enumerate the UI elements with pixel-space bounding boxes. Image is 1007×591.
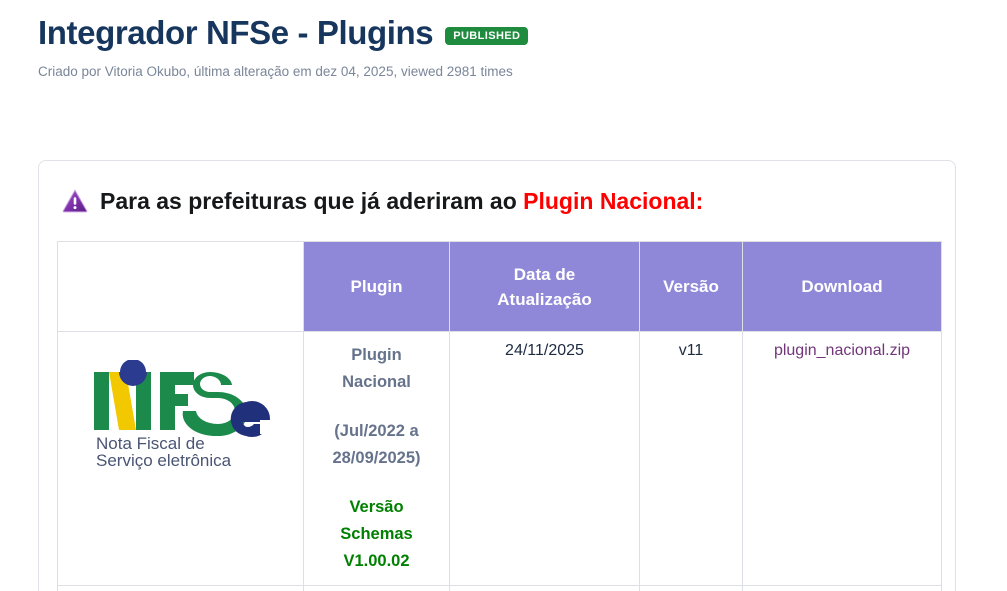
nfse-logo: Nota Fiscal de Serviço eletrônica xyxy=(77,342,284,478)
download-link[interactable]: plugin_nacional.zip xyxy=(773,342,911,359)
plugins-table: Plugin Data de Atualização Versão Downlo… xyxy=(57,241,942,591)
status-badge: PUBLISHED xyxy=(445,27,529,45)
column-header-logo xyxy=(57,241,304,332)
plugin-range-line1: (Jul/2022 a xyxy=(334,422,419,440)
column-header-data-line2: Atualização xyxy=(497,289,592,309)
cell-plugin-name xyxy=(303,585,450,591)
table-body: Nota Fiscal de Serviço eletrônica Plugin… xyxy=(57,331,942,591)
column-header-plugin: Plugin xyxy=(303,241,450,332)
cell-logo xyxy=(57,585,304,591)
column-header-download: Download xyxy=(742,241,942,332)
column-header-data-line1: Data de xyxy=(513,264,576,284)
table-header: Plugin Data de Atualização Versão Downlo… xyxy=(57,241,942,332)
cell-download xyxy=(742,585,942,591)
panel-heading-text: Para as prefeituras que já aderiram ao P… xyxy=(100,187,703,215)
page-title: Integrador NFSe - Plugins xyxy=(38,14,434,51)
panel-heading-prefix: Para as prefeituras que já aderiram ao xyxy=(100,188,524,214)
cell-logo: Nota Fiscal de Serviço eletrônica xyxy=(57,331,304,586)
plugin-range-line2: 28/09/2025) xyxy=(332,449,421,467)
table-row: Nota Fiscal de Serviço eletrônica Plugin… xyxy=(57,331,942,586)
table-row xyxy=(57,585,942,591)
schemas-version-line1: Versão xyxy=(349,498,404,516)
nfse-logo-icon: Nota Fiscal de Serviço eletrônica xyxy=(93,350,274,470)
schemas-version-line3: V1.00.02 xyxy=(343,552,410,570)
column-header-data-atualizacao: Data de Atualização xyxy=(449,241,640,332)
plugin-name-line2: Nacional xyxy=(342,373,411,391)
cell-versao: v11 xyxy=(639,331,743,586)
table-header-row: Plugin Data de Atualização Versão Downlo… xyxy=(57,241,942,332)
cell-data-atualizacao: 24/11/2025 xyxy=(449,331,640,586)
warning-triangle-icon xyxy=(62,189,88,213)
page-header: Integrador NFSe - Plugins PUBLISHED Cria… xyxy=(0,0,1007,81)
content-panel: Para as prefeituras que já aderiram ao P… xyxy=(38,160,956,591)
schemas-version-line2: Schemas xyxy=(340,525,413,543)
panel-heading-accent: Plugin Nacional: xyxy=(523,188,704,214)
cell-versao xyxy=(639,585,743,591)
cell-download: plugin_nacional.zip xyxy=(742,331,942,586)
nfse-tagline-line1: Nota Fiscal de xyxy=(96,434,205,453)
cell-plugin-name: Plugin Nacional (Jul/2022 a 28/09/2025) … xyxy=(303,331,450,586)
cell-data-atualizacao xyxy=(449,585,640,591)
panel-heading: Para as prefeituras que já aderiram ao P… xyxy=(39,161,955,215)
page-metadata: Criado por Vitoria Okubo, última alteraç… xyxy=(38,64,513,79)
nfse-tagline-line2: Serviço eletrônica xyxy=(96,451,232,470)
title-line: Integrador NFSe - Plugins PUBLISHED xyxy=(38,12,1007,54)
column-header-versao: Versão xyxy=(639,241,743,332)
plugin-name-line1: Plugin xyxy=(351,346,402,364)
